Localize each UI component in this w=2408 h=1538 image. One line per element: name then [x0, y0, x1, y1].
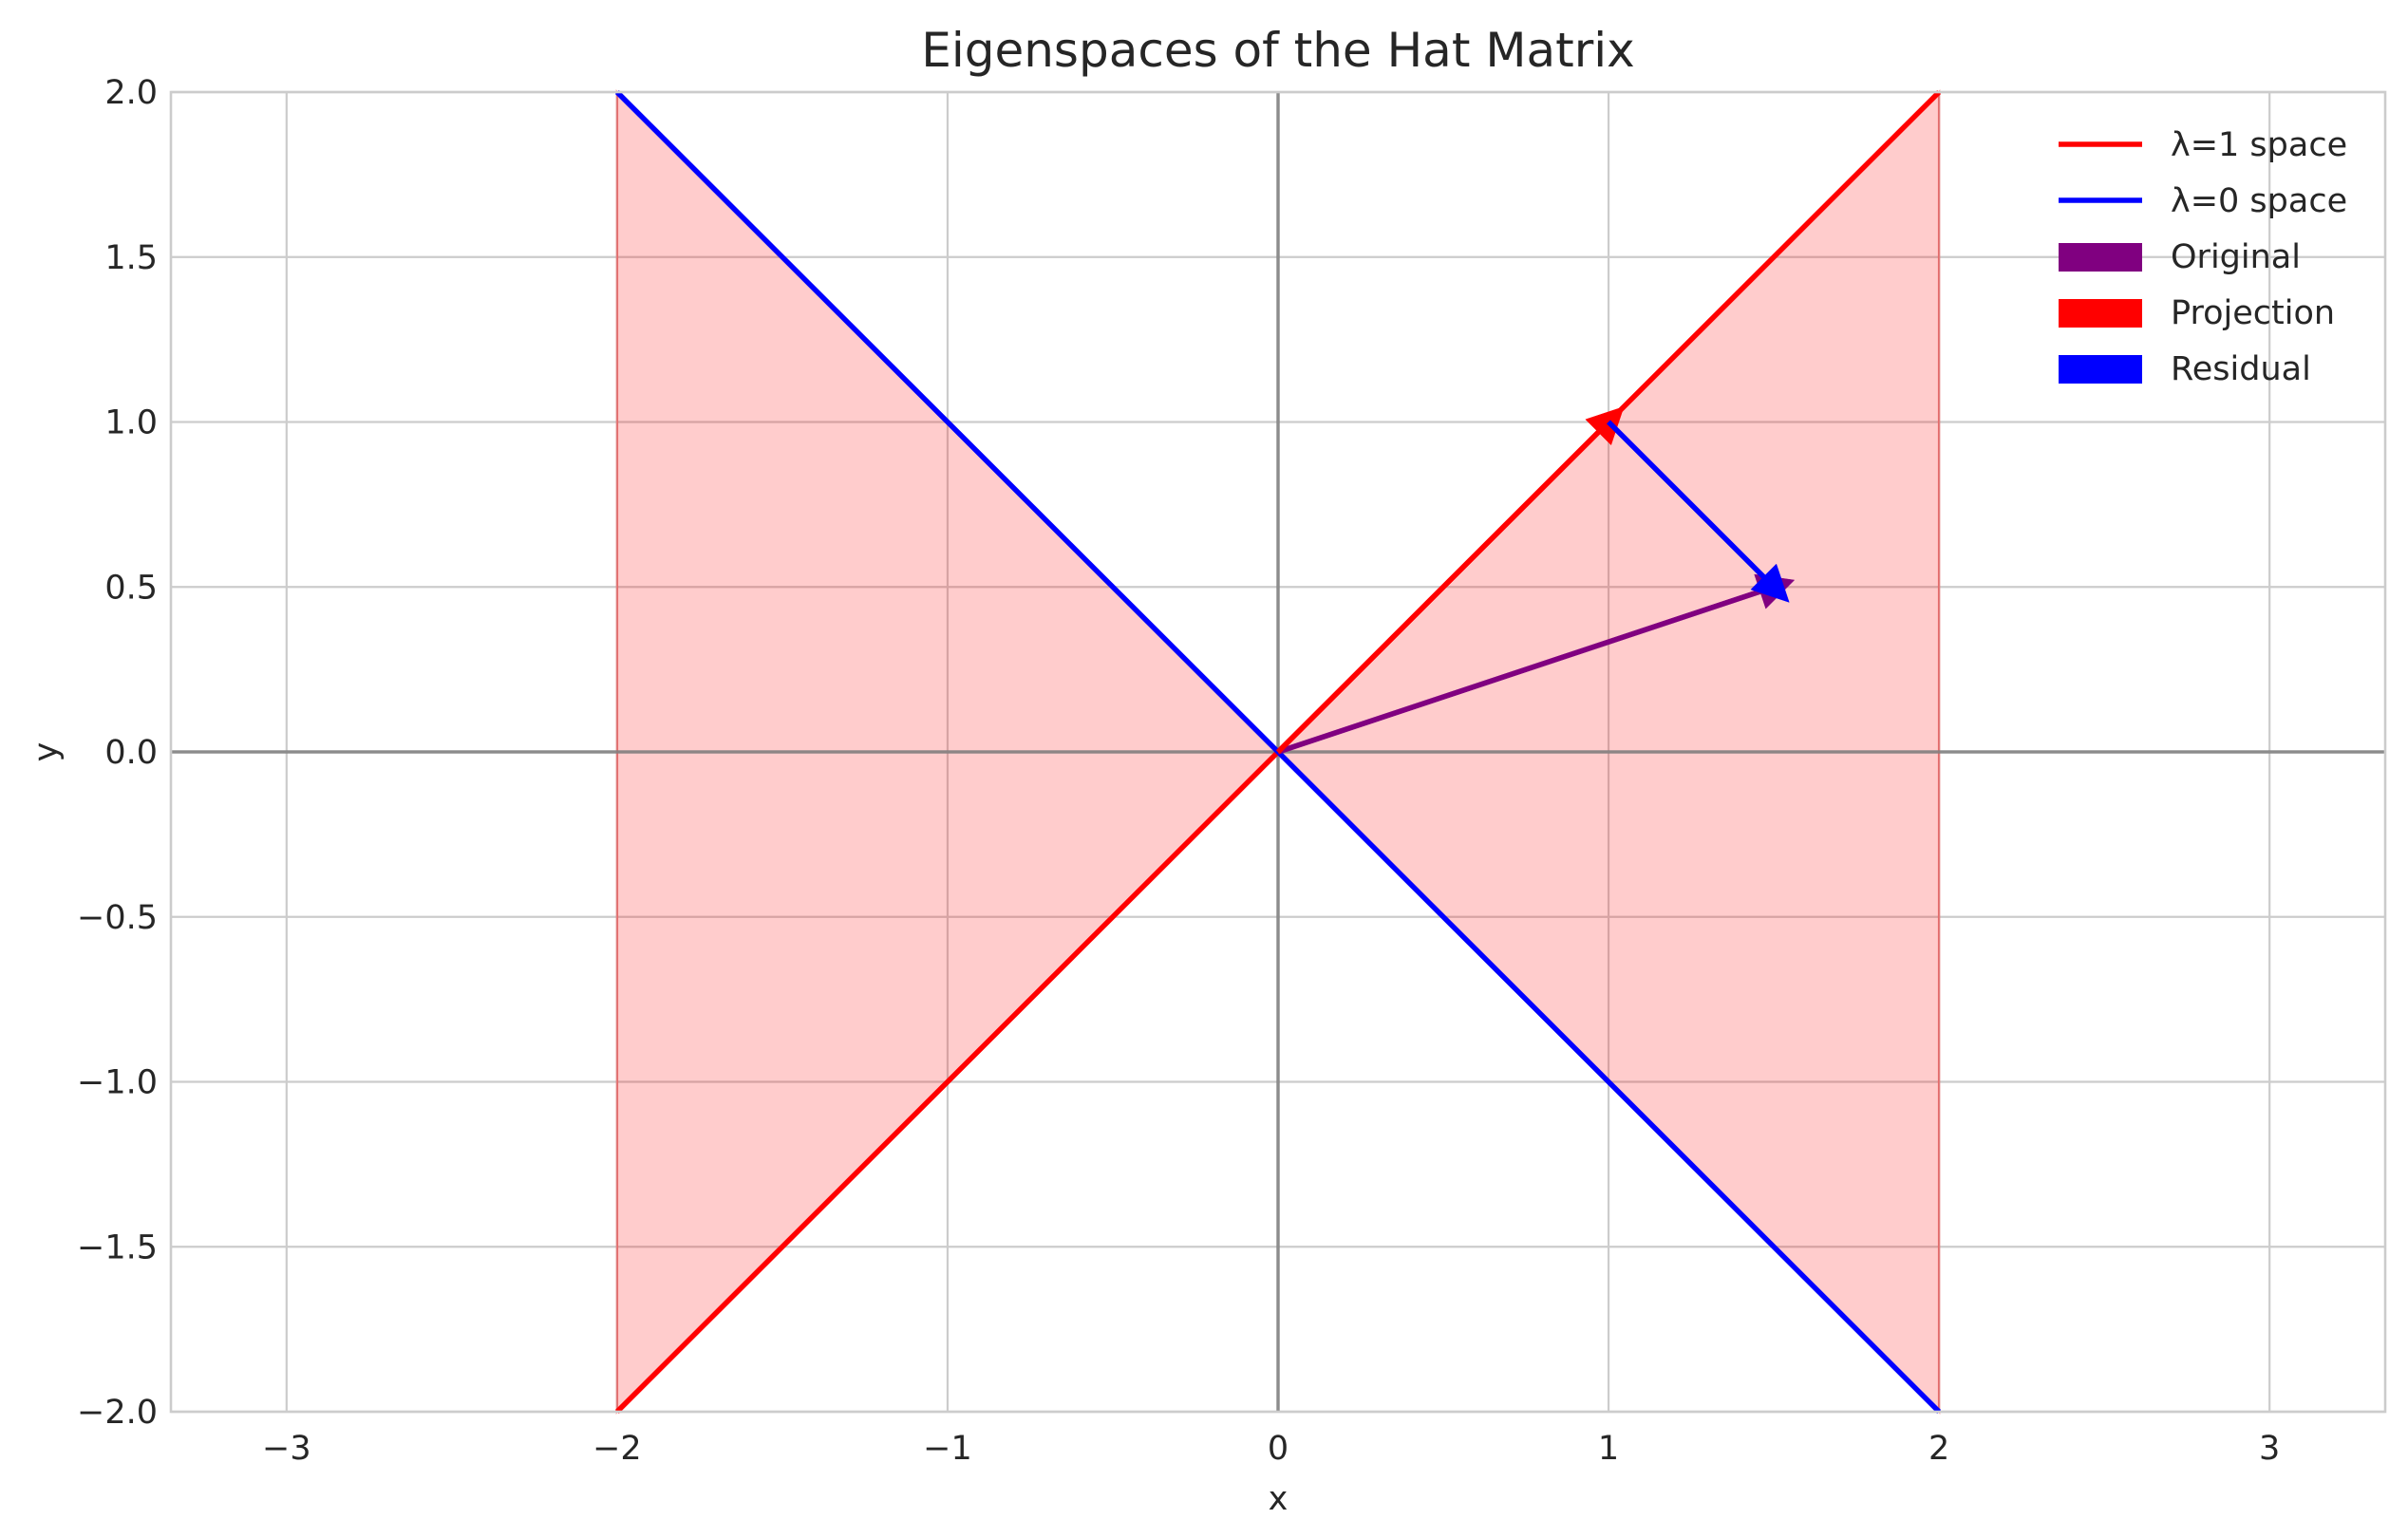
x-tick-label: 3: [2259, 1430, 2280, 1468]
plot-border: [169, 90, 2387, 1414]
x-axis-label: x: [1269, 1480, 1289, 1518]
y-tick-label: −1.0: [77, 1064, 158, 1102]
legend-label: λ=0 space: [2171, 182, 2347, 220]
x-tick-label: 2: [1928, 1430, 1949, 1468]
legend-label: Original: [2171, 238, 2301, 276]
legend: λ=1 space λ=0 space Original Projection Resi…: [2059, 126, 2347, 388]
projection-vector-arrow: [1275, 405, 1625, 755]
y-tick-label: −0.5: [77, 899, 158, 937]
legend-patch-swatch: [2059, 355, 2142, 384]
x-tick-label: 1: [1598, 1430, 1619, 1468]
legend-patch-swatch: [2059, 243, 2142, 272]
tick-labels-layer: −3 −2 −1 0 1 2 3 −2.0 −1.5 −1.0 −0.5 0.0 0.5 1.0 1.5 2.…: [77, 74, 2280, 1468]
legend-label: λ=1 space: [2171, 126, 2347, 164]
x-tick-label: −3: [262, 1430, 311, 1468]
y-tick-label: 1.5: [104, 239, 158, 277]
legend-label: Residual: [2171, 350, 2311, 388]
y-tick-label: 0.0: [104, 734, 158, 772]
projection-vector: [1275, 405, 1625, 755]
legend-item: Original: [2059, 238, 2301, 276]
y-tick-label: 0.5: [104, 569, 158, 607]
y-tick-label: 1.0: [104, 404, 158, 442]
legend-label: Projection: [2171, 294, 2335, 332]
vectors-layer: [1275, 405, 1796, 755]
legend-item: λ=0 space: [2059, 182, 2347, 220]
y-axis-label: y: [28, 742, 66, 762]
residual-vector-arrow: [1606, 420, 1790, 603]
x-tick-label: −1: [923, 1430, 972, 1468]
chart-title: Eigenspaces of the Hat Matrix: [921, 23, 1635, 78]
y-tick-label: −1.5: [77, 1229, 158, 1266]
legend-item: λ=1 space: [2059, 126, 2347, 164]
x-tick-label: 0: [1268, 1430, 1289, 1468]
legend-item: Projection: [2059, 294, 2335, 332]
residual-vector: [1606, 420, 1790, 603]
y-tick-label: −2.0: [77, 1394, 158, 1432]
x-tick-label: −2: [593, 1430, 642, 1468]
y-tick-label: 2.0: [104, 74, 158, 112]
legend-patch-swatch: [2059, 299, 2142, 328]
legend-item: Residual: [2059, 350, 2311, 388]
plot-frame: [169, 90, 2387, 1414]
